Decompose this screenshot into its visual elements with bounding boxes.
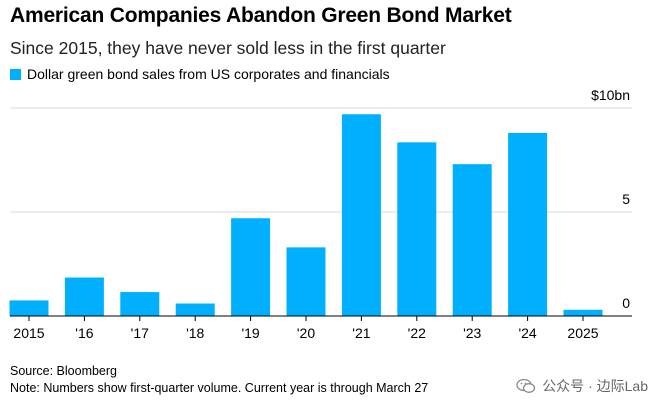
legend: Dollar green bond sales from US corporat…	[10, 66, 390, 82]
chart-title: American Companies Abandon Green Bond Ma…	[10, 4, 512, 27]
legend-swatch	[10, 68, 21, 80]
watermark: 公众号 · 边际Lab	[516, 376, 648, 396]
bar	[9, 300, 49, 316]
x-tick-label: '17	[131, 325, 149, 341]
bar	[286, 247, 326, 316]
bar	[231, 218, 271, 316]
bar	[341, 114, 381, 317]
bar	[175, 303, 215, 316]
chart-subtitle: Since 2015, they have never sold less in…	[10, 38, 446, 58]
wechat-icon	[516, 378, 536, 393]
bar	[64, 277, 104, 316]
x-tick-label: '23	[463, 325, 481, 341]
legend-label: Dollar green bond sales from US corporat…	[27, 66, 390, 82]
x-tick-label: 2015	[13, 325, 44, 341]
x-tick-label: '24	[518, 325, 536, 341]
bar	[397, 142, 437, 316]
x-tick-label: '16	[75, 325, 93, 341]
bar	[452, 164, 492, 316]
x-tick-label: '21	[352, 325, 370, 341]
y-tick-label: 5	[622, 191, 630, 207]
x-tick-label: 2025	[567, 325, 598, 341]
y-tick-label: $10bn	[591, 87, 630, 103]
bar	[120, 292, 160, 316]
x-tick-label: '19	[241, 325, 259, 341]
footnote: Note: Numbers show first-quarter volume.…	[10, 381, 429, 395]
source-note: Source: Bloomberg	[10, 364, 118, 378]
x-tick-label: '20	[297, 325, 315, 341]
x-tick-label: '22	[408, 325, 426, 341]
bar	[563, 309, 603, 316]
x-tick-label: '18	[186, 325, 204, 341]
bar	[508, 132, 548, 316]
y-tick-label: 0	[622, 295, 630, 311]
watermark-text: 公众号 · 边际Lab	[542, 378, 648, 394]
